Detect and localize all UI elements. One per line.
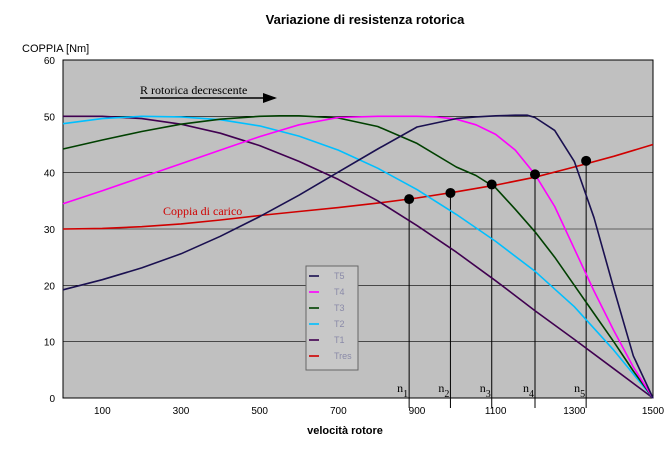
speed-labels: n1 n2 n3 n4 n5 <box>397 381 585 400</box>
arrow-label: R rotorica decrescente <box>140 83 247 97</box>
series-line-t3 <box>62 115 654 399</box>
y-tick-label: 0 <box>49 394 55 405</box>
speed-label: n3 <box>480 381 491 400</box>
operating-point-lines <box>408 160 587 408</box>
legend-box <box>305 265 359 371</box>
operating-point <box>445 187 456 198</box>
x-tick-label: 500 <box>251 406 268 417</box>
speed-label: n4 <box>523 381 534 400</box>
speed-label: n2 <box>438 381 449 400</box>
legend-label: T3 <box>334 303 345 313</box>
x-tick-label: 900 <box>409 406 426 417</box>
legend-label: T1 <box>334 335 345 345</box>
series-line-t2 <box>62 115 654 399</box>
load-label: Coppia di carico <box>163 204 242 218</box>
series-line-t4 <box>62 115 654 399</box>
operating-point <box>530 169 540 180</box>
y-tick-label: 50 <box>44 112 56 123</box>
operating-point <box>581 155 592 166</box>
legend: T5 T4 T3 T2 T1 Tres <box>305 265 359 371</box>
y-axis-label: COPPIA [Nm] <box>22 43 89 55</box>
y-tick-label: 60 <box>44 56 56 67</box>
x-tick-label: 100 <box>94 406 111 417</box>
y-tick-label: 30 <box>44 225 56 236</box>
y-ticks: 0 10 20 30 40 50 60 <box>44 56 56 405</box>
y-tick-label: 20 <box>44 281 56 292</box>
series-line-t1 <box>63 115 654 399</box>
y-tick-label: 40 <box>44 169 56 180</box>
speed-label: n1 <box>397 381 408 400</box>
series-line-t5 <box>62 114 654 399</box>
series-line-tres <box>62 143 654 230</box>
operating-point <box>486 179 497 190</box>
legend-label: Tres <box>334 351 352 361</box>
x-tick-label: 1300 <box>563 406 586 417</box>
x-axis-label: velocità rotore <box>307 425 383 437</box>
speed-label: n5 <box>574 381 585 400</box>
x-tick-label: 300 <box>173 406 190 417</box>
operating-points <box>404 155 592 205</box>
x-ticks: 100 300 500 700 900 1100 1300 1500 <box>94 406 665 417</box>
y-tick-label: 10 <box>44 338 56 349</box>
legend-label: T4 <box>334 287 345 297</box>
x-tick-label: 1100 <box>485 406 507 417</box>
legend-label: T2 <box>334 319 345 329</box>
chart-title: Variazione di resistenza rotorica <box>266 12 465 27</box>
x-tick-label: 700 <box>330 406 347 417</box>
x-tick-label: 1500 <box>642 406 665 417</box>
operating-point <box>404 194 415 205</box>
legend-label: T5 <box>334 271 345 281</box>
series-lines <box>62 114 654 399</box>
